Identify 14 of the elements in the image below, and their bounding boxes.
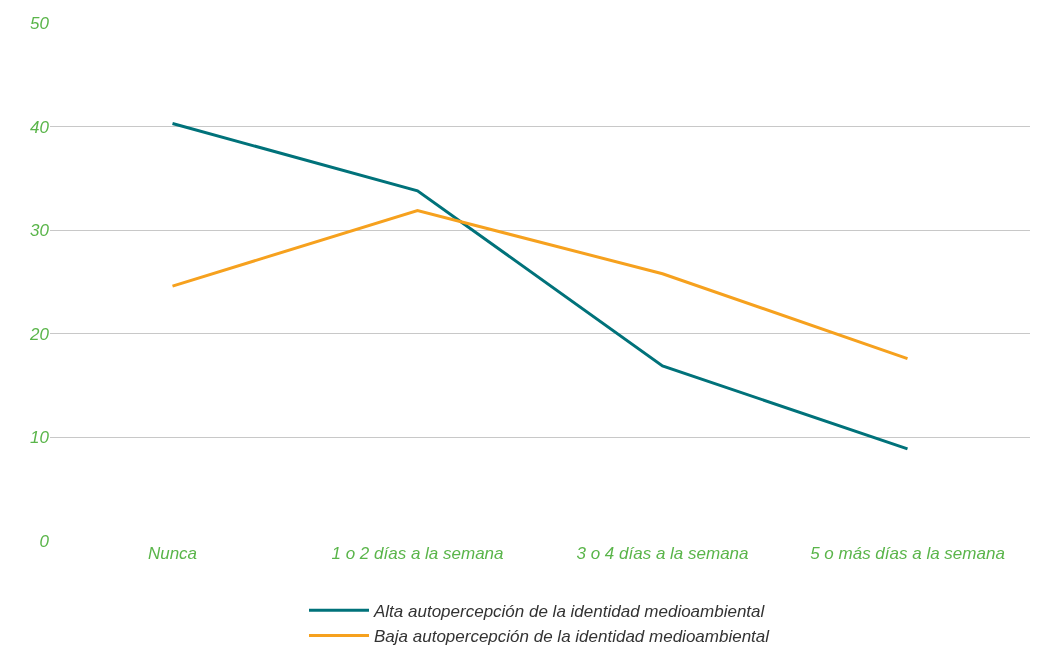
legend-label: Baja autopercepción de la identidad medioambiental bbox=[374, 627, 771, 647]
legend-label: Alta autopercepción de la identidad medioambiental bbox=[373, 601, 766, 621]
x-tick-label: 1 o 2 días a la semana bbox=[331, 544, 504, 563]
x-tick-label: 3 o 4 días a la semana bbox=[576, 544, 749, 563]
y-tick-label: 50 bbox=[30, 13, 50, 33]
y-tick-label: 10 bbox=[30, 428, 50, 448]
y-tick-label: 20 bbox=[29, 324, 50, 344]
x-tick-label: Nunca bbox=[147, 544, 198, 563]
line-series bbox=[171, 121, 909, 451]
y-tick-label: 0 bbox=[39, 531, 50, 551]
y-tick-label: 30 bbox=[30, 221, 50, 241]
y-tick-label: 40 bbox=[30, 117, 50, 137]
x-tick-label: 5 o más días a la semana bbox=[810, 544, 1005, 563]
line-series bbox=[171, 209, 909, 361]
